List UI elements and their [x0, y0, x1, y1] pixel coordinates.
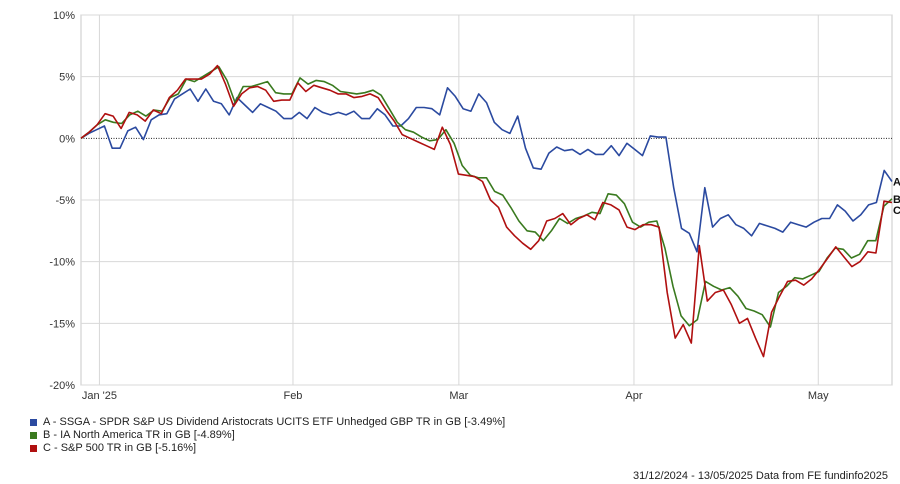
- legend-label-b: B - IA North America TR in GB [-4.89%]: [43, 429, 235, 441]
- legend-swatch-a: [30, 419, 37, 426]
- x-tick-label: Feb: [283, 390, 302, 402]
- y-tick-label: -5%: [55, 195, 75, 207]
- x-tick-label: Apr: [625, 390, 642, 402]
- y-tick-label: -15%: [49, 318, 75, 330]
- legend-item-c: C - S&P 500 TR in GB [-5.16%]: [30, 442, 505, 455]
- end-label-a: A: [893, 177, 900, 189]
- series-line-a: [80, 87, 893, 253]
- legend-label-c: C - S&P 500 TR in GB [-5.16%]: [43, 442, 197, 454]
- y-tick-label: 0%: [59, 133, 75, 145]
- legend-item-a: A - SSGA - SPDR S&P US Dividend Aristocr…: [30, 416, 505, 429]
- legend-swatch-b: [30, 432, 37, 439]
- series-line-c: [80, 64, 893, 358]
- legend-swatch-c: [30, 445, 37, 452]
- series-lines: [80, 64, 893, 358]
- end-label-c: C: [893, 205, 900, 217]
- legend: A - SSGA - SPDR S&P US Dividend Aristocr…: [30, 416, 505, 455]
- legend-item-b: B - IA North America TR in GB [-4.89%]: [30, 429, 505, 442]
- x-tick-label: Mar: [449, 390, 468, 402]
- x-tick-label: May: [808, 390, 829, 402]
- line-chart: 10% 5% 0% -5% -10% -15% -20% Jan '25 Feb Mar Apr M…: [49, 10, 900, 402]
- x-tick-label: Jan '25: [82, 390, 117, 402]
- y-tick-label: -20%: [49, 380, 75, 392]
- legend-label-a: A - SSGA - SPDR S&P US Dividend Aristocr…: [43, 416, 506, 428]
- y-tick-label: -10%: [49, 257, 75, 269]
- end-label-b: B: [893, 194, 900, 206]
- y-tick-label: 10%: [53, 10, 75, 22]
- series-line-b: [80, 66, 893, 328]
- grid: [80, 14, 893, 386]
- y-axis: 10% 5% 0% -5% -10% -15% -20%: [49, 10, 75, 392]
- end-labels: ABC: [893, 177, 900, 217]
- x-axis: Jan '25 Feb Mar Apr May: [82, 390, 829, 402]
- y-tick-label: 5%: [59, 72, 75, 84]
- footer-source: 31/12/2024 - 13/05/2025 Data from FE fun…: [632, 470, 888, 482]
